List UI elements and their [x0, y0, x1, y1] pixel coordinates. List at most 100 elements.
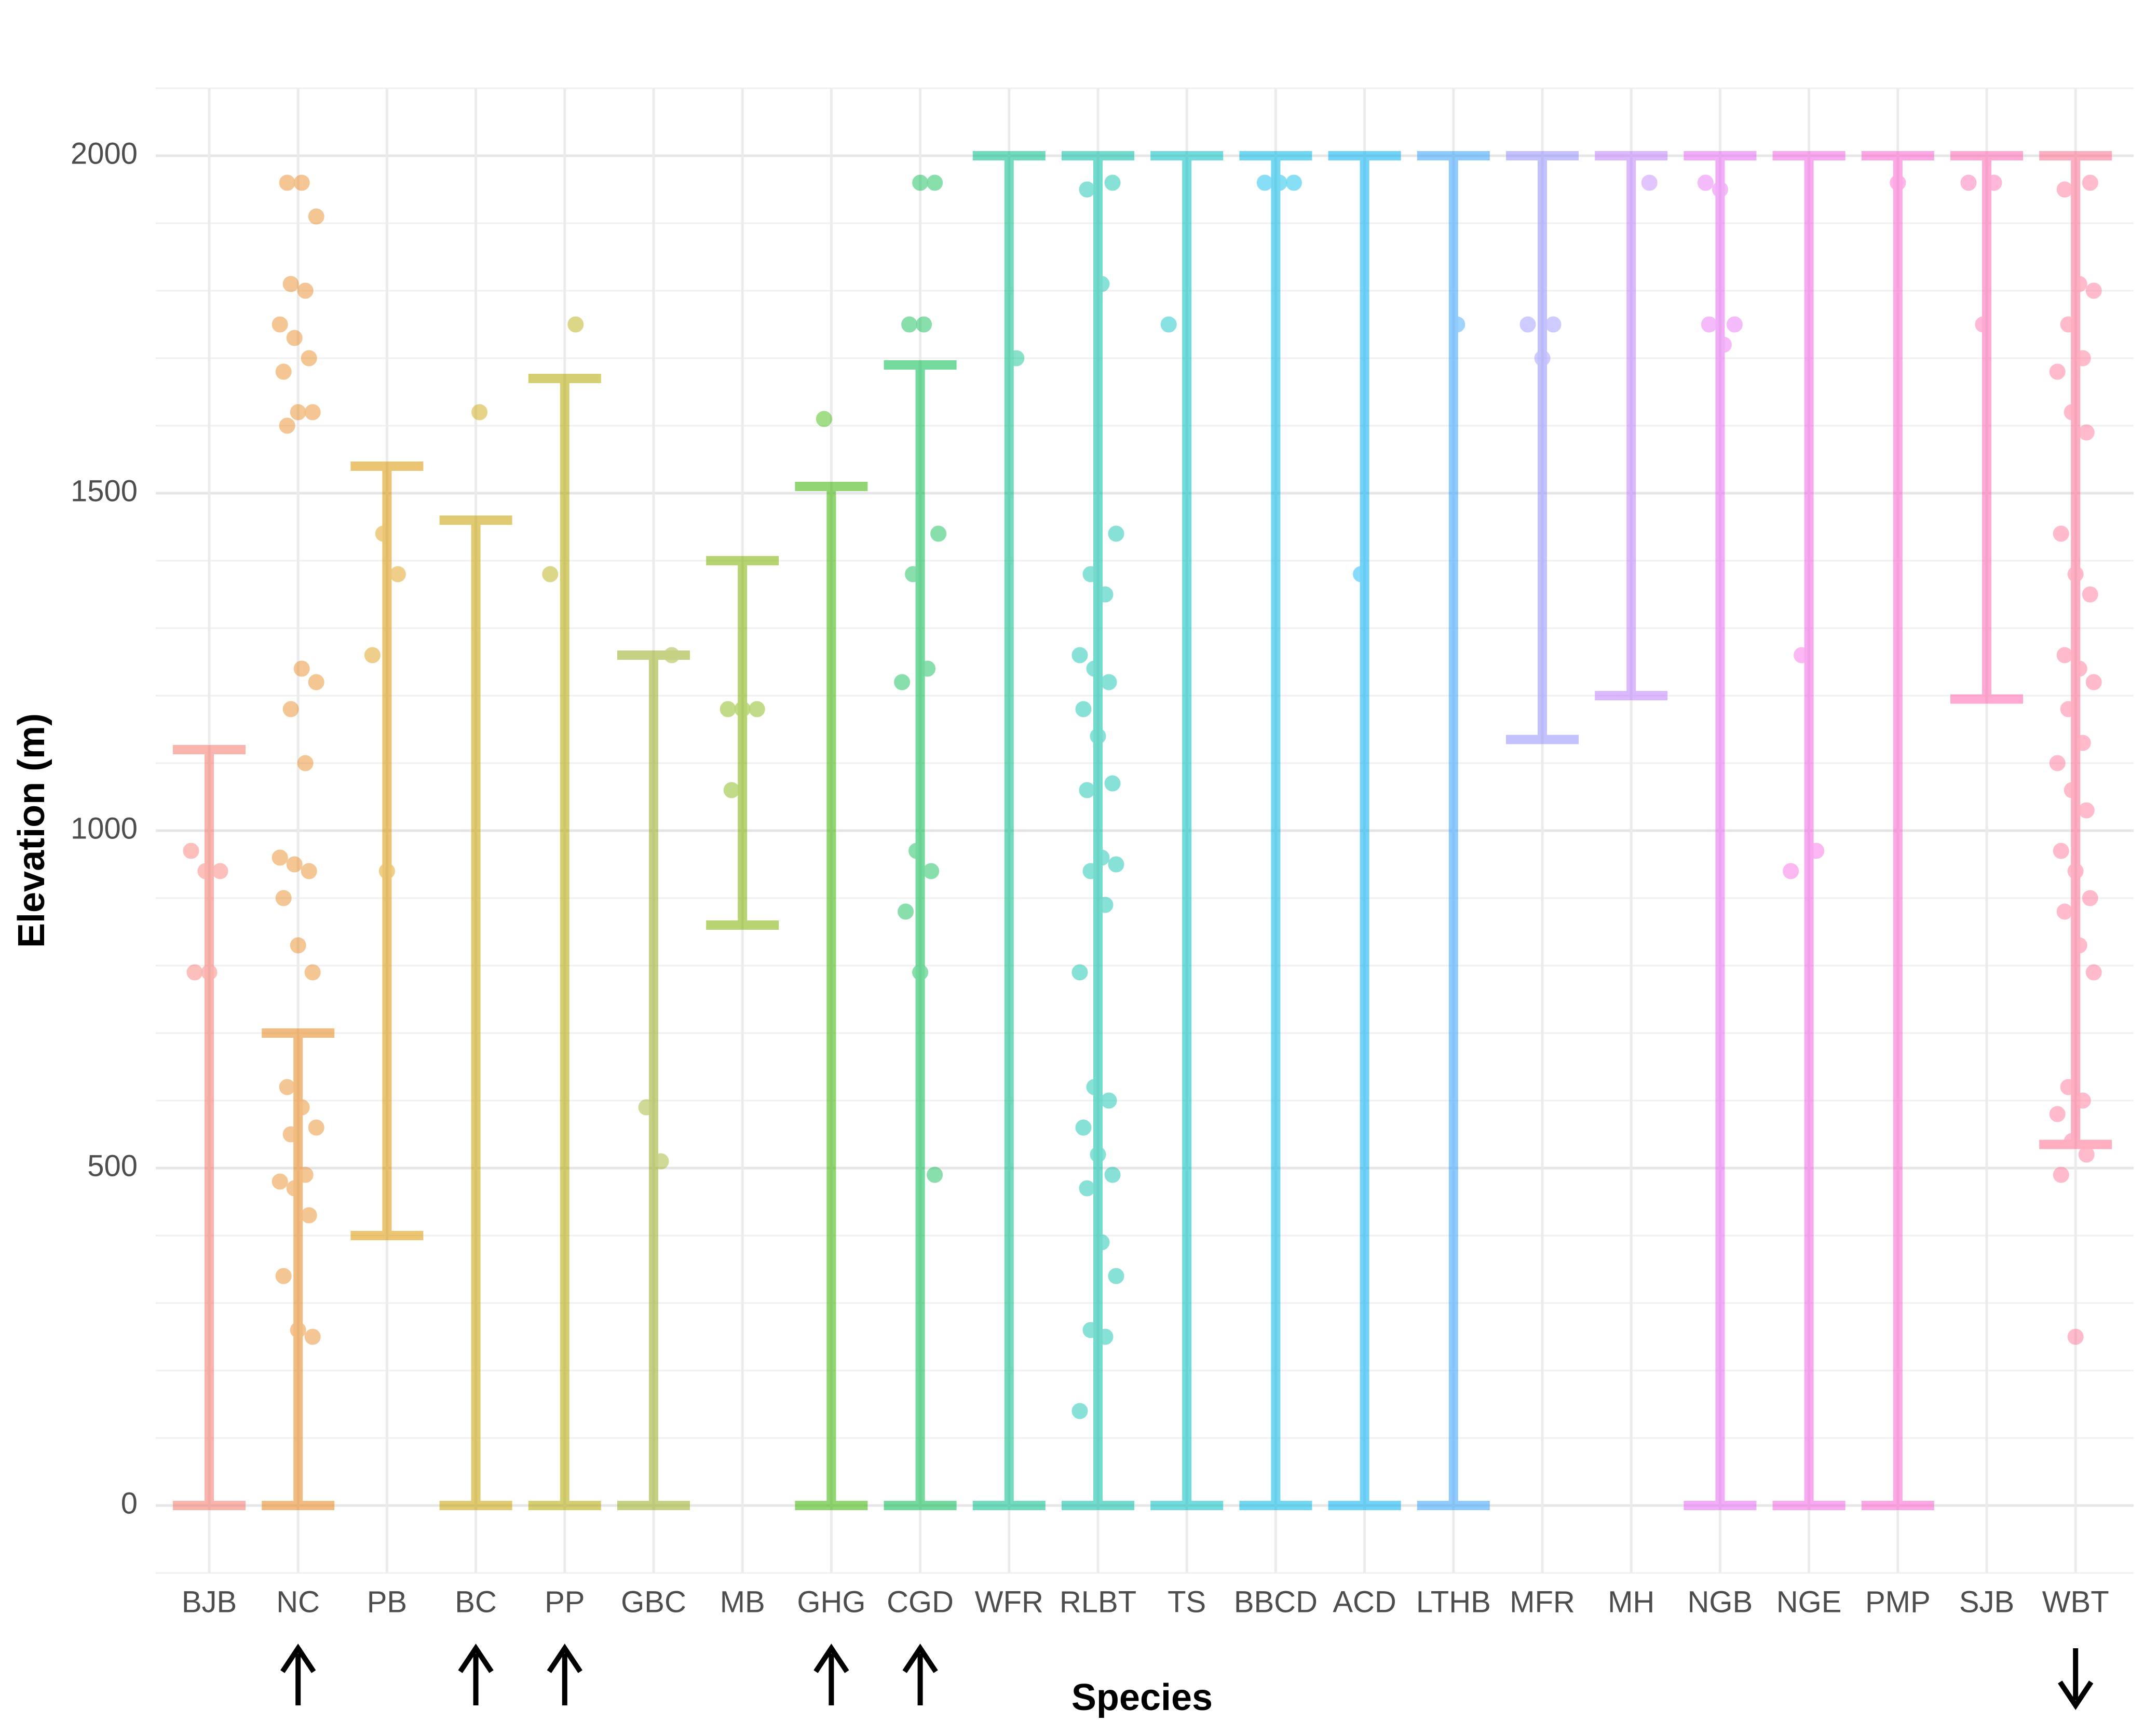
species-group — [972, 151, 1046, 1510]
x-tick-label: PB — [367, 1585, 407, 1619]
observation-point — [1008, 350, 1025, 367]
x-axis-title: Species — [1071, 1677, 1213, 1718]
species-group — [1150, 151, 1224, 1510]
observation-point — [1079, 782, 1095, 798]
observation-point — [1101, 674, 1117, 690]
observation-point — [301, 863, 317, 879]
observation-point — [2085, 964, 2102, 981]
observation-point — [1108, 1268, 1124, 1284]
observation-point — [272, 1173, 288, 1190]
observation-point — [912, 174, 929, 191]
observation-point — [297, 1167, 314, 1183]
observation-point — [1285, 174, 1302, 191]
y-tick-label: 1000 — [71, 811, 138, 845]
observation-point — [1104, 1167, 1121, 1183]
observation-point — [1097, 586, 1114, 603]
shift-arrow — [547, 1643, 582, 1705]
observation-point — [2074, 735, 2091, 751]
x-tick-label: ACD — [1333, 1585, 1396, 1619]
observation-point — [2064, 404, 2080, 421]
observation-point — [212, 863, 228, 879]
observation-point — [2067, 566, 2084, 582]
observation-point — [1093, 276, 1110, 292]
observation-point — [201, 964, 218, 981]
observation-point — [2053, 525, 2069, 542]
observation-point — [1071, 647, 1088, 663]
observation-point — [2064, 1133, 2080, 1149]
observation-point — [2078, 1146, 2095, 1163]
observation-point — [186, 964, 203, 981]
observation-point — [1545, 316, 1562, 333]
observation-point — [1534, 350, 1551, 367]
y-tick-label: 0 — [121, 1486, 138, 1520]
x-tick-label: CGD — [887, 1585, 954, 1619]
observation-point — [1715, 336, 1732, 353]
observation-point — [1090, 728, 1106, 744]
observation-point — [275, 890, 292, 906]
x-tick-label: RLBT — [1060, 1585, 1136, 1619]
observation-point — [1071, 1403, 1088, 1419]
observation-point — [1808, 843, 1825, 859]
x-tick-label: MB — [720, 1585, 765, 1619]
observation-point — [2049, 755, 2066, 771]
observation-point — [2071, 937, 2087, 954]
observation-point — [1075, 1119, 1092, 1136]
observation-point — [282, 1126, 299, 1143]
observation-point — [2056, 903, 2073, 920]
species-group — [1861, 151, 1934, 1510]
species-group — [1595, 151, 1668, 700]
observation-point — [2060, 1079, 2077, 1095]
x-tick-label: WBT — [2042, 1585, 2109, 1619]
shift-arrow — [902, 1643, 938, 1705]
species-group — [1417, 151, 1490, 1510]
species-group — [1328, 151, 1401, 1510]
observation-point — [1086, 660, 1103, 677]
observation-point — [905, 566, 921, 582]
observation-point — [1104, 174, 1121, 191]
observation-point — [1641, 174, 1658, 191]
observation-point — [1256, 174, 1273, 191]
x-tick-label: BC — [455, 1585, 497, 1619]
observation-point — [749, 701, 765, 717]
observation-point — [898, 903, 914, 920]
observation-point — [2071, 660, 2087, 677]
species-group — [1239, 151, 1312, 1510]
observation-point — [1783, 863, 1799, 879]
observation-point — [1160, 316, 1177, 333]
observation-point — [282, 701, 299, 717]
observation-point — [542, 566, 559, 582]
species-group — [173, 745, 246, 1510]
species-group — [350, 462, 424, 1240]
observation-point — [286, 330, 303, 346]
observation-point — [2078, 424, 2095, 441]
observation-point — [1986, 174, 2002, 191]
observation-point — [297, 755, 314, 771]
observation-point — [930, 525, 947, 542]
x-tick-label: PP — [545, 1585, 585, 1619]
y-tick-label: 500 — [87, 1149, 138, 1183]
observation-point — [286, 856, 303, 873]
observation-point — [304, 964, 321, 981]
observation-point — [1697, 174, 1714, 191]
x-tick-label: MFR — [1510, 1585, 1575, 1619]
observation-point — [301, 350, 317, 367]
observation-point — [1975, 316, 1991, 333]
observation-point — [272, 316, 288, 333]
species-group — [439, 404, 512, 1510]
observation-point — [2085, 674, 2102, 690]
observation-point — [1104, 775, 1121, 792]
species-group — [2039, 151, 2112, 1345]
observation-point — [389, 566, 406, 582]
observation-point — [1079, 181, 1095, 198]
species-group — [1506, 151, 1579, 744]
species-group — [1684, 151, 1757, 1510]
observation-point — [919, 660, 936, 677]
shift-arrow — [813, 1643, 849, 1705]
observation-point — [308, 208, 324, 225]
observation-point — [1097, 1328, 1114, 1345]
observation-point — [923, 863, 940, 879]
observation-point — [1726, 316, 1743, 333]
observation-point — [1794, 647, 1810, 663]
shift-arrow — [458, 1643, 494, 1705]
x-tick-label: BJB — [182, 1585, 237, 1619]
